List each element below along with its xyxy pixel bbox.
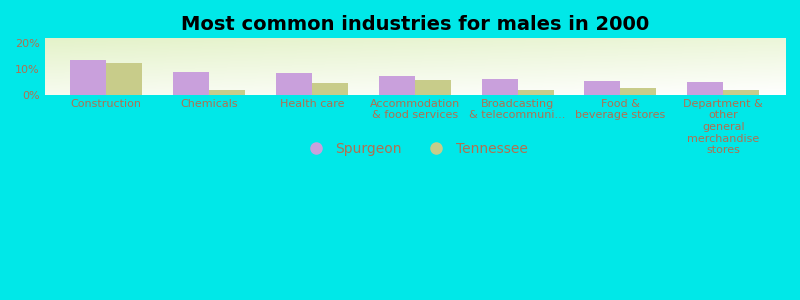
Bar bbox=[312, 83, 348, 95]
Bar bbox=[482, 79, 518, 95]
Bar bbox=[276, 73, 312, 95]
Bar bbox=[518, 90, 554, 95]
Bar bbox=[687, 82, 723, 95]
Bar bbox=[723, 90, 759, 95]
Legend: Spurgeon, Tennessee: Spurgeon, Tennessee bbox=[296, 136, 534, 162]
Bar bbox=[173, 72, 209, 95]
Bar bbox=[70, 60, 106, 95]
Bar bbox=[379, 76, 415, 95]
Bar bbox=[106, 63, 142, 95]
Bar bbox=[621, 88, 657, 95]
Bar bbox=[415, 80, 450, 95]
Bar bbox=[585, 81, 621, 95]
Bar bbox=[209, 90, 245, 95]
Title: Most common industries for males in 2000: Most common industries for males in 2000 bbox=[181, 15, 649, 34]
